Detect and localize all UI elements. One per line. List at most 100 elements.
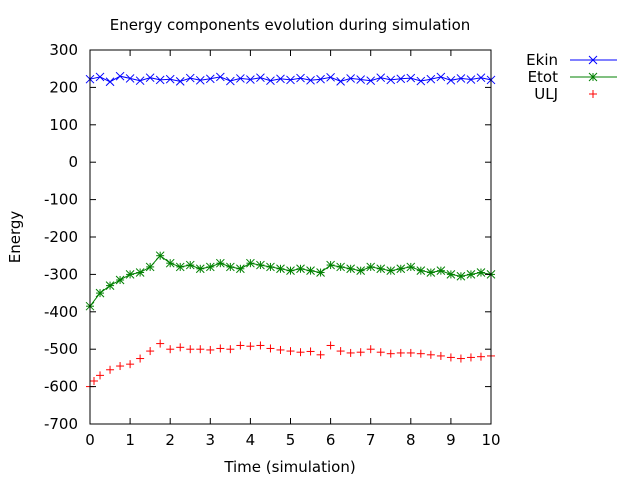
- data-point-etot: [406, 262, 416, 272]
- data-point-ekin: [95, 72, 105, 82]
- legend-label-ulj: ULJ: [534, 85, 558, 103]
- data-point-ekin: [306, 75, 315, 85]
- data-point-ekin: [456, 74, 466, 83]
- data-point-etot: [135, 268, 145, 277]
- data-point-etot: [296, 264, 305, 274]
- y-tick-label: -700: [44, 415, 78, 433]
- data-point-etot: [476, 268, 486, 277]
- data-point-ulj: [116, 362, 125, 371]
- data-point-etot: [326, 260, 335, 270]
- data-point-ekin: [165, 74, 175, 84]
- chart-title: Energy components evolution during simul…: [110, 16, 471, 34]
- data-point-etot: [386, 266, 396, 276]
- data-point-etot: [165, 258, 175, 268]
- data-point-ulj: [326, 341, 335, 350]
- data-point-ekin: [366, 76, 376, 86]
- data-point-ulj: [90, 376, 99, 385]
- y-tick-label: 0: [68, 153, 78, 171]
- data-point-ulj: [386, 349, 395, 358]
- data-point-ulj: [296, 348, 305, 357]
- data-point-ekin: [256, 73, 265, 83]
- data-point-ekin: [175, 77, 185, 86]
- plot-area: [85, 71, 496, 391]
- data-point-ulj: [146, 347, 155, 356]
- data-point-ekin: [376, 73, 386, 83]
- x-tick-label: 7: [366, 431, 376, 449]
- data-point-ekin: [266, 76, 275, 86]
- data-point-ulj: [336, 347, 345, 356]
- data-point-etot: [466, 270, 476, 279]
- data-point-etot: [246, 258, 255, 268]
- data-point-ulj: [316, 350, 325, 359]
- x-axis-label: Time (simulation): [223, 458, 355, 476]
- data-point-ulj: [416, 349, 425, 358]
- data-point-ekin: [396, 74, 406, 84]
- y-tick-label: -100: [44, 191, 78, 209]
- data-point-ekin: [466, 75, 476, 84]
- data-point-ulj: [186, 345, 195, 354]
- data-point-etot: [115, 275, 125, 285]
- data-point-ulj: [366, 345, 375, 354]
- data-point-ekin: [145, 73, 155, 83]
- data-point-ulj: [226, 345, 235, 354]
- legend-label-etot: Etot: [528, 68, 559, 86]
- data-point-ulj: [466, 353, 475, 362]
- data-point-ulj: [166, 345, 175, 354]
- data-point-etot: [396, 264, 406, 274]
- data-point-etot: [446, 270, 456, 279]
- data-point-etot: [215, 258, 225, 268]
- data-point-etot: [276, 264, 285, 274]
- data-point-ekin: [215, 72, 225, 82]
- data-point-ulj: [236, 341, 245, 350]
- data-point-etot: [236, 264, 245, 274]
- data-point-etot: [286, 266, 295, 276]
- data-point-ekin: [135, 76, 145, 86]
- data-point-ulj: [246, 342, 255, 351]
- data-point-etot: [376, 264, 386, 274]
- x-tick-label: 1: [125, 431, 135, 449]
- axes: 0 1 2 3 4 5 6 7 8 9 10 300 200 100 0 -100 -200 -300 -400 -5…: [44, 41, 501, 449]
- data-point-etot: [145, 262, 155, 272]
- y-tick-label: 200: [49, 78, 78, 96]
- data-point-ulj: [106, 365, 115, 374]
- legend-marker-ulj: [589, 90, 597, 98]
- data-point-etot: [356, 266, 366, 276]
- data-point-etot: [95, 288, 105, 298]
- data-point-ekin: [195, 75, 205, 85]
- data-point-ulj: [406, 348, 415, 357]
- data-point-ekin: [205, 74, 215, 84]
- data-point-ulj: [196, 345, 205, 354]
- data-point-etot: [266, 262, 275, 272]
- data-point-etot: [105, 281, 115, 290]
- data-point-ekin: [115, 71, 125, 81]
- x-tick-label: 4: [246, 431, 256, 449]
- legend-marker-ekin: [588, 55, 598, 65]
- data-point-ulj: [136, 354, 145, 363]
- data-point-ekin: [446, 75, 456, 85]
- data-point-ekin: [236, 74, 245, 83]
- data-point-ulj: [96, 371, 105, 380]
- x-tick-label: 3: [206, 431, 216, 449]
- data-point-ekin: [276, 74, 285, 84]
- data-point-etot: [256, 260, 265, 270]
- y-tick-label: -300: [44, 265, 78, 283]
- data-point-ulj: [286, 347, 295, 356]
- data-point-etot: [225, 262, 235, 272]
- data-point-ekin: [436, 72, 446, 82]
- data-point-etot: [456, 271, 466, 281]
- data-point-ekin: [386, 75, 396, 85]
- y-tick-label: -600: [44, 378, 78, 396]
- y-tick-label: 300: [49, 41, 78, 59]
- data-point-ulj: [306, 347, 315, 356]
- data-point-etot: [346, 264, 356, 274]
- data-point-ekin: [296, 73, 305, 83]
- data-point-etot: [416, 266, 426, 276]
- legend-marker-etot: [588, 72, 598, 82]
- data-point-ekin: [246, 75, 255, 84]
- x-tick-label: 2: [165, 431, 175, 449]
- data-point-etot: [175, 262, 185, 272]
- data-point-ekin: [125, 74, 135, 83]
- data-point-ulj: [276, 345, 285, 354]
- data-point-ulj: [476, 352, 485, 361]
